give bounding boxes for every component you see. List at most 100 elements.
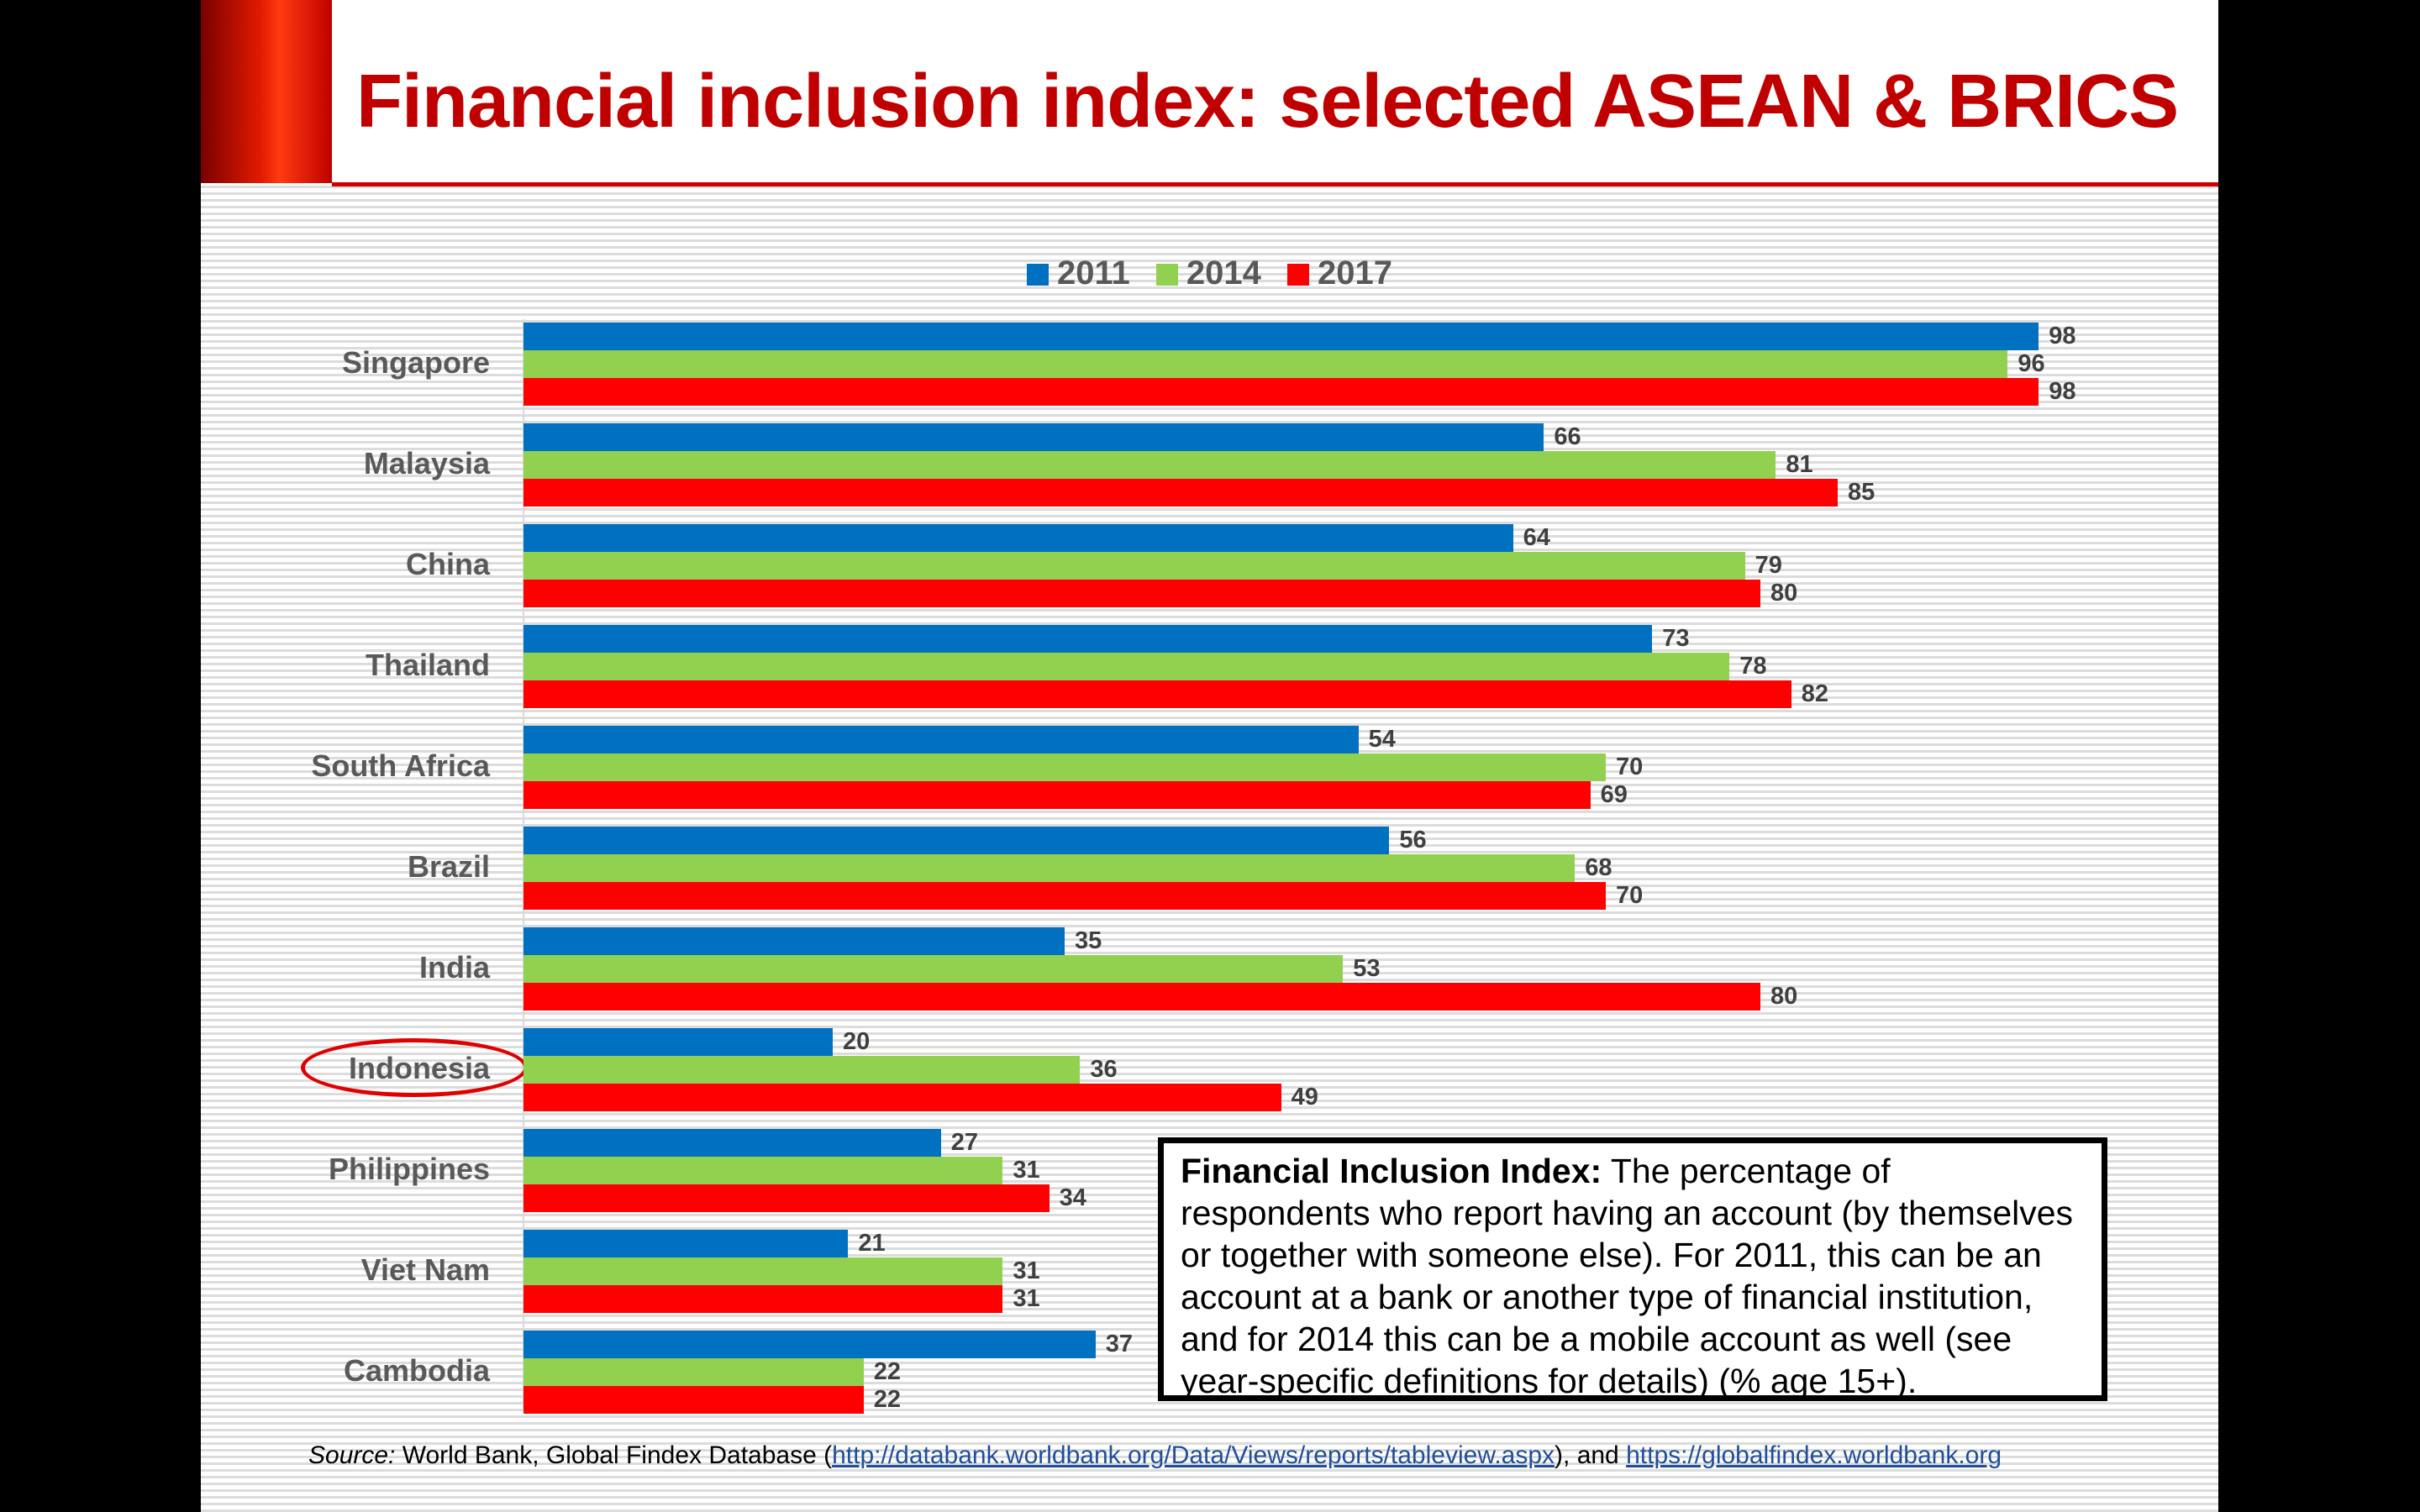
legend-item-2017: 2017 bbox=[1287, 255, 1392, 292]
bar-2014 bbox=[523, 653, 1730, 680]
bar-2014 bbox=[523, 955, 1344, 983]
bar-2011 bbox=[523, 1331, 1096, 1358]
bar-2014 bbox=[523, 1056, 1081, 1084]
data-label: 66 bbox=[1554, 423, 1581, 450]
data-label: 56 bbox=[1399, 827, 1427, 853]
source-label: Source: bbox=[308, 1441, 396, 1469]
data-label: 53 bbox=[1353, 955, 1381, 982]
bar-2017 bbox=[523, 1285, 1003, 1313]
data-label: 96 bbox=[2018, 350, 2045, 377]
legend-label: 2017 bbox=[1318, 255, 1392, 291]
bar-2017 bbox=[523, 882, 1606, 910]
source-text: ), and bbox=[1555, 1441, 1627, 1469]
bar-2017 bbox=[523, 680, 1791, 708]
databank-link[interactable]: http://databank.worldbank.org/Data/Views… bbox=[832, 1441, 1555, 1469]
header: Financial inclusion index: selected ASEA… bbox=[201, 0, 2218, 183]
bar-2011 bbox=[523, 323, 2039, 350]
data-label: 49 bbox=[1291, 1084, 1318, 1110]
bar-2014 bbox=[523, 451, 1776, 479]
globalfindex-link[interactable]: https://globalfindex.worldbank.org bbox=[1626, 1441, 2002, 1469]
definition-box: Financial Inclusion Index: The percentag… bbox=[1158, 1137, 2107, 1401]
bar-2011 bbox=[523, 423, 1544, 451]
category-label-china: China bbox=[405, 547, 490, 581]
bar-2014 bbox=[523, 350, 2008, 378]
legend-item-2014: 2014 bbox=[1155, 255, 1261, 292]
bar-2011 bbox=[523, 726, 1359, 753]
data-label: 21 bbox=[858, 1230, 886, 1257]
data-label: 80 bbox=[1770, 580, 1798, 606]
data-label: 37 bbox=[1105, 1331, 1134, 1357]
bar-2017 bbox=[523, 781, 1591, 809]
data-label: 70 bbox=[1616, 882, 1644, 909]
data-label: 78 bbox=[1739, 653, 1767, 680]
category-label-indonesia: Indonesia bbox=[348, 1051, 490, 1085]
bar-2011 bbox=[523, 1129, 941, 1157]
legend-swatch bbox=[1287, 264, 1310, 286]
data-label: 36 bbox=[1090, 1056, 1118, 1083]
category-label-malaysia: Malaysia bbox=[363, 446, 490, 480]
bar-2014 bbox=[523, 1157, 1003, 1184]
data-label: 85 bbox=[1848, 479, 1876, 506]
data-label: 31 bbox=[1013, 1285, 1040, 1312]
legend-swatch bbox=[1155, 264, 1178, 286]
bar-2011 bbox=[523, 524, 1513, 552]
definition-text: The percentage of respondents who report… bbox=[1181, 1152, 2074, 1400]
bar-2014 bbox=[523, 552, 1745, 580]
category-label-singapore: Singapore bbox=[341, 345, 490, 380]
data-label: 79 bbox=[1754, 552, 1782, 579]
data-label: 82 bbox=[1801, 680, 1829, 707]
data-label: 35 bbox=[1075, 927, 1102, 954]
data-label: 98 bbox=[2049, 378, 2076, 405]
data-label: 73 bbox=[1662, 625, 1690, 652]
data-label: 80 bbox=[1770, 983, 1798, 1010]
bar-2011 bbox=[523, 625, 1653, 653]
bar-chart: Singapore 98 96 98 Malaysia 66 81 85 China 64 79 80… bbox=[201, 0, 2218, 1512]
definition-term: Financial Inclusion Index: bbox=[1181, 1152, 1602, 1190]
data-label: 68 bbox=[1585, 854, 1612, 881]
category-label-viet-nam: Viet Nam bbox=[360, 1252, 490, 1287]
bar-2017 bbox=[523, 479, 1838, 507]
bar-2017 bbox=[523, 580, 1760, 607]
bar-2014 bbox=[523, 753, 1606, 781]
category-label-cambodia: Cambodia bbox=[343, 1353, 490, 1388]
bar-2014 bbox=[523, 854, 1576, 882]
data-label: 54 bbox=[1368, 726, 1396, 753]
category-label-south-africa: South Africa bbox=[311, 748, 490, 783]
category-label-philippines: Philippines bbox=[328, 1152, 490, 1186]
bar-2011 bbox=[523, 1028, 833, 1056]
slide-title: Financial inclusion index: selected ASEA… bbox=[356, 60, 2179, 144]
chart-legend: 2011 2014 2017 bbox=[201, 255, 2218, 292]
bar-2014 bbox=[523, 1358, 864, 1386]
bar-2017 bbox=[523, 1184, 1050, 1212]
header-accent-block bbox=[201, 0, 332, 183]
data-label: 69 bbox=[1600, 781, 1628, 808]
source-text: World Bank, Global Findex Database ( bbox=[395, 1441, 833, 1469]
slide: Financial inclusion index: selected ASEA… bbox=[201, 0, 2218, 1512]
data-label: 27 bbox=[950, 1129, 979, 1156]
title-rule bbox=[332, 182, 2218, 186]
data-label: 81 bbox=[1786, 451, 1813, 478]
bar-2011 bbox=[523, 827, 1390, 854]
category-label-thailand: Thailand bbox=[365, 648, 490, 682]
data-label: 34 bbox=[1059, 1184, 1086, 1211]
source-note: Source: World Bank, Global Findex Databa… bbox=[308, 1441, 2002, 1470]
bar-2014 bbox=[523, 1257, 1003, 1285]
bar-2017 bbox=[523, 983, 1760, 1011]
data-label: 98 bbox=[2049, 323, 2076, 349]
bar-2011 bbox=[523, 927, 1065, 955]
legend-label: 2011 bbox=[1057, 255, 1130, 291]
data-label: 22 bbox=[873, 1386, 902, 1413]
data-label: 64 bbox=[1523, 524, 1550, 551]
bar-2011 bbox=[523, 1230, 849, 1257]
category-label-brazil: Brazil bbox=[407, 849, 490, 884]
legend-swatch bbox=[1027, 264, 1049, 286]
data-label: 20 bbox=[843, 1028, 871, 1055]
bar-2017 bbox=[523, 1084, 1281, 1111]
bar-2017 bbox=[523, 1386, 864, 1414]
category-label-india: India bbox=[418, 950, 490, 984]
data-label: 22 bbox=[873, 1358, 902, 1385]
legend-label: 2014 bbox=[1186, 255, 1261, 291]
data-label: 31 bbox=[1013, 1257, 1040, 1284]
data-label: 31 bbox=[1013, 1157, 1040, 1184]
bar-2017 bbox=[523, 378, 2039, 406]
